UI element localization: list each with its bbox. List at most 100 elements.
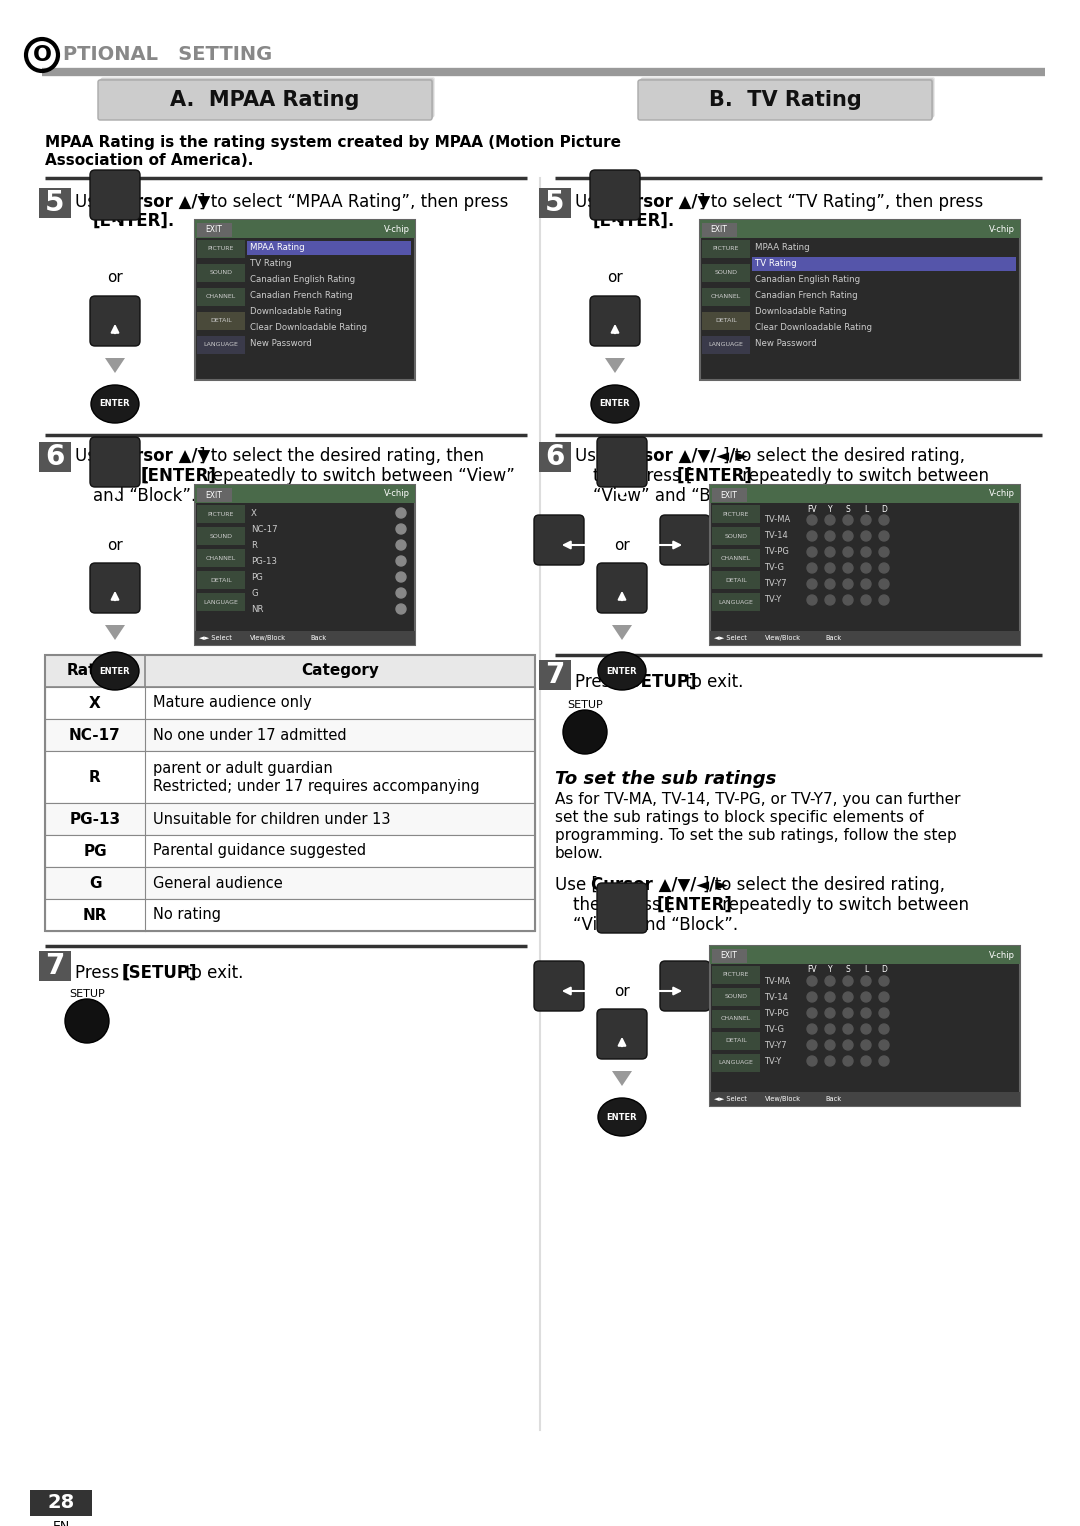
Text: ] to select the desired rating, then: ] to select the desired rating, then (199, 447, 484, 465)
Text: EXIT: EXIT (205, 490, 222, 499)
FancyBboxPatch shape (702, 336, 750, 354)
Circle shape (843, 563, 853, 572)
Circle shape (825, 977, 835, 986)
Circle shape (396, 572, 406, 581)
FancyBboxPatch shape (197, 505, 245, 523)
Text: CHANNEL: CHANNEL (206, 295, 237, 299)
Text: CHANNEL: CHANNEL (206, 555, 237, 560)
Circle shape (843, 992, 853, 1003)
FancyBboxPatch shape (99, 79, 433, 119)
FancyBboxPatch shape (39, 951, 71, 981)
Text: L: L (864, 966, 868, 975)
Text: MPAA Rating: MPAA Rating (755, 244, 810, 252)
Text: Clear Downloadable Rating: Clear Downloadable Rating (755, 324, 872, 333)
Text: LANGUAGE: LANGUAGE (718, 1061, 754, 1065)
Text: “View” and “Block”.: “View” and “Block”. (593, 487, 758, 505)
FancyBboxPatch shape (197, 336, 245, 354)
Text: DETAIL: DETAIL (725, 1039, 747, 1044)
FancyBboxPatch shape (197, 240, 245, 258)
FancyBboxPatch shape (539, 188, 571, 218)
Circle shape (879, 546, 889, 557)
Circle shape (825, 1041, 835, 1050)
Circle shape (843, 1041, 853, 1050)
Text: Back: Back (310, 635, 326, 641)
Text: X: X (90, 696, 100, 711)
Text: PTIONAL   SETTING: PTIONAL SETTING (63, 46, 272, 64)
Text: Cursor ▲/▼: Cursor ▲/▼ (611, 192, 711, 211)
Text: TV-14: TV-14 (764, 992, 787, 1001)
Text: LANGUAGE: LANGUAGE (203, 600, 239, 604)
Text: to exit.: to exit. (180, 964, 243, 983)
Text: TV Rating: TV Rating (755, 259, 797, 269)
Circle shape (879, 1041, 889, 1050)
Circle shape (843, 531, 853, 542)
Circle shape (807, 546, 816, 557)
Circle shape (807, 578, 816, 589)
Text: NC-17: NC-17 (69, 728, 121, 743)
Text: Cursor ▲/▼/◄/►: Cursor ▲/▼/◄/► (591, 876, 728, 894)
Text: then press [: then press [ (573, 896, 673, 914)
Text: then press [: then press [ (593, 467, 692, 485)
Text: LANGUAGE: LANGUAGE (708, 342, 743, 348)
Text: 7: 7 (545, 661, 565, 690)
Text: programming. To set the sub ratings, follow the step: programming. To set the sub ratings, fol… (555, 829, 957, 842)
Text: NR: NR (251, 604, 264, 613)
Text: Canadian English Rating: Canadian English Rating (755, 276, 860, 284)
Circle shape (825, 531, 835, 542)
Text: NR: NR (83, 908, 107, 923)
FancyBboxPatch shape (197, 571, 245, 589)
Text: or: or (607, 270, 623, 285)
FancyBboxPatch shape (195, 630, 415, 645)
Text: SOUND: SOUND (210, 534, 232, 539)
FancyBboxPatch shape (597, 436, 647, 487)
Ellipse shape (598, 1099, 646, 1135)
Text: EN: EN (52, 1520, 69, 1526)
Text: or: or (107, 537, 123, 552)
Text: V-chip: V-chip (989, 224, 1015, 233)
Text: [ENTER]: [ENTER] (677, 467, 753, 485)
Text: 5: 5 (545, 189, 565, 217)
Text: [ENTER]: [ENTER] (657, 896, 733, 914)
Circle shape (879, 578, 889, 589)
Text: CHANNEL: CHANNEL (720, 555, 751, 560)
Text: to exit.: to exit. (680, 673, 743, 691)
Circle shape (861, 531, 870, 542)
FancyBboxPatch shape (712, 1032, 760, 1050)
Circle shape (396, 604, 406, 613)
Text: TV-Y: TV-Y (764, 1056, 781, 1065)
FancyBboxPatch shape (712, 594, 760, 610)
Circle shape (843, 514, 853, 525)
Text: No one under 17 admitted: No one under 17 admitted (153, 728, 347, 743)
Circle shape (879, 563, 889, 572)
Text: View/Block: View/Block (765, 1096, 801, 1102)
Text: PG: PG (83, 844, 107, 859)
Text: 6: 6 (545, 443, 565, 472)
FancyBboxPatch shape (45, 687, 535, 719)
Text: O: O (32, 44, 52, 66)
Ellipse shape (91, 385, 139, 423)
Text: New Password: New Password (755, 339, 816, 348)
Text: Canadian French Rating: Canadian French Rating (755, 291, 858, 301)
FancyBboxPatch shape (197, 594, 245, 610)
Circle shape (807, 531, 816, 542)
Text: [ENTER]: [ENTER] (141, 467, 217, 485)
Text: DETAIL: DETAIL (725, 577, 747, 583)
Text: S: S (846, 505, 850, 514)
FancyBboxPatch shape (45, 655, 535, 687)
Text: PICTURE: PICTURE (713, 247, 739, 252)
Polygon shape (105, 626, 125, 639)
Text: Parental guidance suggested: Parental guidance suggested (153, 844, 366, 859)
Text: SETUP: SETUP (567, 700, 603, 710)
Text: 5: 5 (45, 189, 65, 217)
FancyBboxPatch shape (45, 803, 535, 835)
FancyBboxPatch shape (712, 1010, 760, 1029)
Text: repeatedly to switch between: repeatedly to switch between (737, 467, 989, 485)
FancyBboxPatch shape (195, 220, 415, 380)
FancyBboxPatch shape (534, 961, 584, 1012)
Text: EXIT: EXIT (720, 952, 738, 960)
Circle shape (396, 540, 406, 549)
Circle shape (65, 1000, 109, 1042)
FancyBboxPatch shape (702, 240, 750, 258)
Text: repeatedly to switch between “View”: repeatedly to switch between “View” (201, 467, 515, 485)
Text: ENTER: ENTER (607, 1112, 637, 1122)
